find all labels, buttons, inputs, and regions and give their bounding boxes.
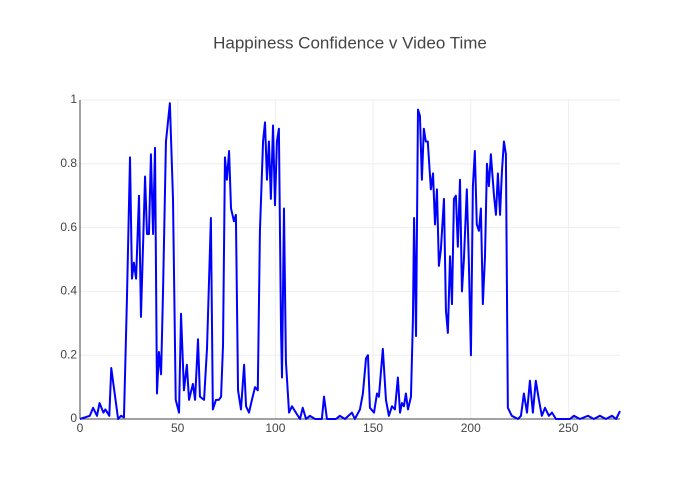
x-tick-label: 100 [265,421,285,435]
y-tick-label: 0.4 [60,284,77,298]
y-tick-label: 1 [70,92,77,106]
x-tick-label: 250 [558,421,578,435]
x-tick-label: 150 [363,421,383,435]
x-tick-label: 0 [77,421,84,435]
y-tick-label: 0 [70,411,77,425]
y-tick-label: 0.6 [60,220,77,234]
data-line [79,102,621,420]
y-tick-label: 0.8 [60,156,77,170]
chart-title: Happiness Confidence v Video Time [213,33,487,52]
y-tick-label: 0.2 [60,347,77,361]
x-tick-label: 50 [171,421,185,435]
x-tick-label: 200 [461,421,481,435]
